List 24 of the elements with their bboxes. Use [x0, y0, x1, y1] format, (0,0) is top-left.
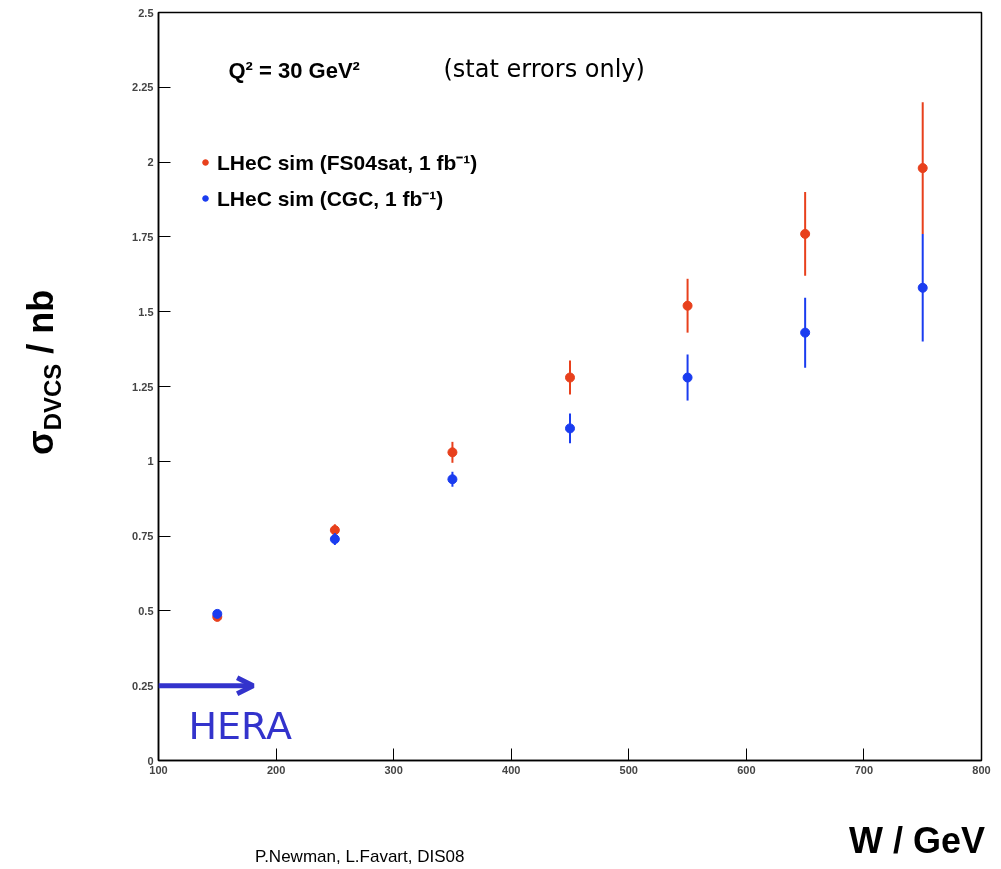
x-tick-label: 300 — [384, 763, 403, 776]
y-tick-label: 0.5 — [138, 604, 154, 617]
y-tick-label: 2.5 — [138, 6, 154, 19]
x-tick-label: 600 — [737, 763, 756, 776]
y-tick-label: 1.5 — [138, 305, 154, 318]
y-tick-label: 0.75 — [132, 530, 154, 543]
y-tick-label: 0.25 — [132, 679, 154, 692]
legend-label: LHeC sim (FS04sat, 1 fb⁻¹) — [217, 150, 478, 176]
x-tick-label: 200 — [266, 763, 286, 776]
x-axis-title: W / GeV — [847, 819, 985, 863]
x-tick-label: 500 — [619, 763, 638, 776]
x-tick-label: 800 — [972, 763, 991, 776]
y-tick-label: 1 — [147, 455, 154, 468]
annotation: Q² = 30 GeV² — [228, 57, 360, 83]
annotation: (stat errors only) — [443, 54, 645, 83]
y-tick-label: 2 — [147, 156, 154, 169]
ref-line-label: HERA — [188, 703, 292, 748]
text: P.Newman, L.Favart, DIS08 — [254, 846, 465, 868]
legend-label: LHeC sim (CGC, 1 fb⁻¹) — [217, 186, 444, 212]
y-tick-label: 1.75 — [132, 230, 154, 243]
y-tick-label: 1.25 — [132, 380, 154, 393]
x-tick-label: 700 — [854, 763, 874, 776]
y-tick-label: 2.25 — [132, 81, 154, 94]
x-tick-label: 400 — [502, 763, 521, 776]
